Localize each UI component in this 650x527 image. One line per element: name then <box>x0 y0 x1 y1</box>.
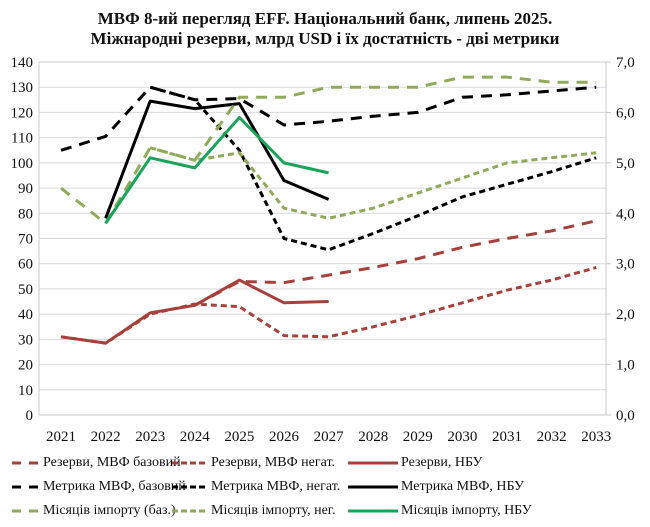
legend-swatch <box>348 485 398 489</box>
legend-swatch <box>348 509 398 513</box>
legend-label: Метрика МВФ, базовий <box>43 479 186 494</box>
legend-item: Резерви, МВФ базовий <box>12 452 181 474</box>
series-line-1 <box>194 219 597 307</box>
legend-item: Резерви, МВФ негат. <box>172 452 335 474</box>
gridlines <box>39 86 606 391</box>
x-tick-label: 2033 <box>581 429 611 445</box>
series-line-5 <box>149 85 597 252</box>
left-tick-label: 100 <box>11 156 34 172</box>
legend-label: Місяців імпорту, НБУ <box>401 503 532 518</box>
legend-swatch <box>12 485 40 489</box>
legend-item: Метрика МВФ, НБУ <box>348 476 524 498</box>
right-tick-label: 1,0 <box>616 358 635 374</box>
series-group <box>60 75 597 345</box>
left-tick-label: 10 <box>18 383 33 399</box>
right-tick-label: 4,0 <box>616 206 635 222</box>
x-tick-label: 2025 <box>224 429 254 445</box>
legend-label: Метрика МВФ, НБУ <box>401 479 524 494</box>
x-axis: 2021 2022 2023 2024 2025 2026 2027 2028 2029 2030… <box>46 429 611 445</box>
x-tick-label: 2032 <box>537 429 567 445</box>
left-tick-label: 60 <box>18 257 33 273</box>
legend-swatch <box>348 461 398 465</box>
x-tick-label: 2027 <box>314 429 345 445</box>
right-tick-label: 3,0 <box>616 257 635 273</box>
legend-item: Резерви, НБУ <box>348 452 482 474</box>
legend-item: Місяців імпорту, нег. <box>172 500 335 522</box>
legend-label: Місяців імпорту, нег. <box>211 503 336 518</box>
x-tick-label: 2021 <box>46 429 76 445</box>
legend-swatch <box>172 461 208 465</box>
legend-swatch <box>172 485 208 489</box>
left-tick-label: 70 <box>18 232 33 248</box>
left-tick-label: 30 <box>18 332 33 348</box>
legend-swatch <box>12 509 40 513</box>
series-line-3 <box>60 278 329 345</box>
legend-item: Місяців імпорту (баз.) <box>12 500 176 522</box>
legend-swatch <box>12 461 40 465</box>
right-tick-label: 7,0 <box>616 55 635 71</box>
left-axis: 0 10 20 30 40 50 60 70 80 90 100 110 120 130 140 <box>11 55 34 424</box>
right-tick-label: 5,0 <box>616 156 635 172</box>
legend-label: Метрика МВФ, негат. <box>211 479 341 494</box>
x-tick-label: 2030 <box>447 429 477 445</box>
x-tick-label: 2023 <box>135 429 165 445</box>
legend: Резерви, МВФ базовий Резерви, МВФ негат. Р… <box>0 452 650 527</box>
left-tick-label: 50 <box>18 282 33 298</box>
left-tick-label: 130 <box>11 80 34 96</box>
x-tick-label: 2029 <box>403 429 433 445</box>
left-tick-label: 40 <box>18 307 33 323</box>
x-tick-label: 2031 <box>492 429 522 445</box>
legend-label: Резерви, МВФ негат. <box>211 455 336 470</box>
x-tick-label: 2026 <box>269 429 300 445</box>
plot-frame <box>38 61 607 416</box>
chart-subtitle: Міжнародні резерви, млрд USD і їх достат… <box>90 29 560 48</box>
x-tick-label: 2022 <box>91 429 121 445</box>
left-tick-label: 90 <box>18 181 33 197</box>
left-tick-label: 80 <box>18 206 33 222</box>
left-tick-label: 140 <box>11 55 34 71</box>
series-line-9 <box>104 116 329 225</box>
legend-item: Метрика МВФ, негат. <box>172 476 340 498</box>
right-tick-label: 0,0 <box>616 408 635 424</box>
series-line-4 <box>60 85 597 152</box>
left-tick-label: 120 <box>11 105 34 121</box>
right-axis: 0,0 1,0 2,0 3,0 4,0 5,0 6,0 7,0 <box>606 55 635 424</box>
left-tick-label: 110 <box>11 131 33 147</box>
chart-title: МВФ 8-ий перегляд EFF. Національний банк… <box>97 9 553 28</box>
right-tick-label: 6,0 <box>616 105 635 121</box>
x-tick-label: 2024 <box>180 429 211 445</box>
legend-label: Резерви, НБУ <box>401 455 483 470</box>
series-line-2 <box>60 266 597 345</box>
left-tick-label: 20 <box>18 358 33 374</box>
legend-item: Місяців імпорту, НБУ <box>348 500 532 522</box>
legend-item: Метрика МВФ, базовий <box>12 476 186 498</box>
x-tick-label: 2028 <box>358 429 388 445</box>
series-line-6 <box>104 99 330 219</box>
legend-swatch <box>172 509 208 513</box>
right-tick-label: 2,0 <box>616 307 635 323</box>
legend-label: Резерви, МВФ базовий <box>43 455 181 470</box>
legend-label: Місяців імпорту (баз.) <box>43 503 176 518</box>
series-line-8 <box>149 146 597 220</box>
left-tick-label: 0 <box>26 408 34 424</box>
